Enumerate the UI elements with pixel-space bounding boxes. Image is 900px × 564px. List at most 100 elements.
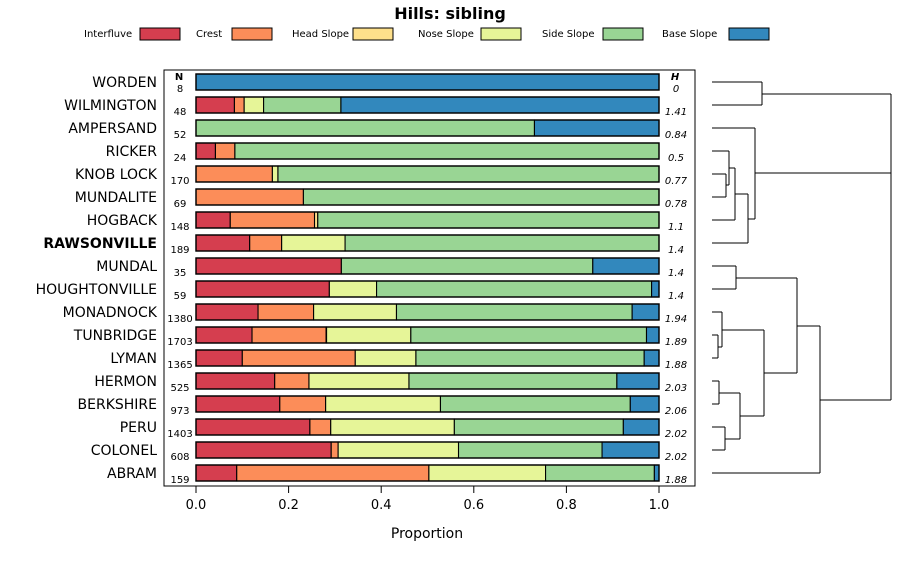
bar-outline-monadnock <box>195 303 660 321</box>
bar-segment-wilmington-nose-slope <box>243 96 265 114</box>
bar-segment-berkshire-crest <box>279 395 327 413</box>
x-tick-label-3: 0.6 <box>463 498 484 513</box>
dendrogram-branch-monadnock-hermon-group <box>722 329 765 417</box>
x-tick-label-0: 0.0 <box>186 498 207 513</box>
bar-segment-berkshire-interfluve <box>195 395 281 413</box>
bar-segment-mundalite-crest <box>195 188 304 206</box>
bar-row-knob-lock: KNOB LOCK 170 0.77 <box>75 165 688 187</box>
bar-outline-rawsonville <box>195 234 660 252</box>
n-value-worden: 8 <box>177 84 183 95</box>
bar-segment-monadnock-base-slope <box>631 303 660 321</box>
n-value-rawsonville: 189 <box>170 245 189 256</box>
dendrogram-branch-hogback <box>712 167 736 221</box>
h-value-hermon: 2.03 <box>665 383 687 394</box>
h-value-lyman: 1.88 <box>665 360 687 371</box>
bar-segment-monadnock-interfluve <box>195 303 259 321</box>
bar-row-rawsonville: RAWSONVILLE 189 1.4 <box>43 234 684 256</box>
bar-segment-lyman-base-slope <box>643 349 660 367</box>
bar-segment-tunbridge-nose-slope <box>326 326 412 344</box>
bar-segment-hogback-side-slope <box>317 211 660 229</box>
h-value-abram: 1.88 <box>665 475 687 486</box>
legend-label-base-slope: Base Slope <box>662 29 717 40</box>
bar-segment-ricker-crest <box>214 142 236 160</box>
category-label-abram: ABRAM <box>107 466 157 482</box>
bar-segment-tunbridge-interfluve <box>195 326 253 344</box>
bar-segment-rawsonville-side-slope <box>344 234 660 252</box>
bar-segment-peru-nose-slope <box>330 418 455 436</box>
bar-segment-lyman-crest <box>241 349 356 367</box>
bar-segment-hermon-base-slope <box>616 372 660 390</box>
h-value-hogback: 1.1 <box>668 222 684 233</box>
bar-segment-hermon-nose-slope <box>308 372 410 390</box>
bar-outline-abram <box>195 464 660 482</box>
category-label-mundalite: MUNDALITE <box>75 190 157 206</box>
bar-segment-houghtonville-interfluve <box>195 280 330 298</box>
bar-segment-berkshire-base-slope <box>629 395 660 413</box>
bar-row-ampersand: AMPERSAND 52 0.84 <box>68 119 687 141</box>
chart-title: Hills: sibling <box>394 4 506 23</box>
legend-swatch-crest <box>231 27 273 41</box>
bar-segment-colonel-side-slope <box>457 441 603 459</box>
category-label-worden: WORDEN <box>92 75 157 91</box>
n-value-mundalite: 69 <box>174 199 187 210</box>
category-label-rawsonville: RAWSONVILLE <box>43 236 157 252</box>
legend-swatch-nose-slope <box>480 27 522 41</box>
bar-segment-tunbridge-side-slope <box>410 326 648 344</box>
bar-segment-mundalite-side-slope <box>302 188 660 206</box>
bar-segment-abram-interfluve <box>195 464 238 482</box>
bar-outline-hermon <box>195 372 660 390</box>
bar-segment-hogback-interfluve <box>195 211 231 229</box>
n-value-hogback: 148 <box>170 222 189 233</box>
n-value-peru: 1403 <box>167 429 192 440</box>
bar-segment-rawsonville-crest <box>249 234 283 252</box>
bar-segment-peru-base-slope <box>622 418 660 436</box>
bar-outline-colonel <box>195 441 660 459</box>
bar-segment-ricker-side-slope <box>234 142 660 160</box>
bar-segment-houghtonville-side-slope <box>376 280 653 298</box>
n-value-tunbridge: 1703 <box>167 337 192 348</box>
bar-row-lyman: LYMAN 1365 1.88 <box>110 349 687 371</box>
bar-outline-hogback <box>195 211 660 229</box>
bar-segment-colonel-crest <box>330 441 339 459</box>
dendrogram-branch-hermon-berkshire <box>712 380 720 405</box>
bar-outline-wilmington <box>195 96 660 114</box>
n-value-monadnock: 1380 <box>167 314 192 325</box>
bar-segment-monadnock-crest <box>257 303 315 321</box>
h-value-tunbridge: 1.89 <box>665 337 687 348</box>
bar-segment-mundal-base-slope <box>592 257 660 275</box>
dendrogram-branch-abram <box>712 325 821 474</box>
bar-outline-mundal <box>195 257 660 275</box>
legend-label-side-slope: Side Slope <box>542 29 595 40</box>
bar-outline-ampersand <box>195 119 660 137</box>
x-axis: 0.0 0.2 0.4 0.6 0.8 1.0 <box>186 486 669 513</box>
dendrogram-branch-worden-wilmington <box>712 81 763 106</box>
n-value-berkshire: 973 <box>170 406 189 417</box>
dendrogram-branch-rawsonville <box>712 193 749 244</box>
bar-segment-monadnock-side-slope <box>395 303 633 321</box>
bar-segment-mundal-interfluve <box>195 257 342 275</box>
bar-row-mundal: MUNDAL 35 1.4 <box>96 257 684 279</box>
bar-row-worden: WORDEN 8 0 <box>92 73 679 95</box>
bar-segment-knob-lock-side-slope <box>277 165 660 183</box>
dendrogram-branch-mundal-houghtonville <box>712 265 737 290</box>
bar-row-mundalite: MUNDALITE 69 0.78 <box>75 188 687 210</box>
bar-segment-abram-nose-slope <box>428 464 547 482</box>
bar-segment-monadnock-nose-slope <box>313 303 398 321</box>
bar-segment-berkshire-side-slope <box>439 395 631 413</box>
bar-segment-hogback-crest <box>229 211 316 229</box>
legend-label-nose-slope: Nose Slope <box>418 29 474 40</box>
n-value-colonel: 608 <box>170 452 189 463</box>
n-value-mundal: 35 <box>174 268 187 279</box>
bar-outline-peru <box>195 418 660 436</box>
h-value-ricker: 0.5 <box>668 153 684 164</box>
bar-segment-wilmington-crest <box>233 96 245 114</box>
legend-label-interfluve: Interfluve <box>84 29 132 40</box>
x-tick-label-1: 0.2 <box>278 498 299 513</box>
h-value-colonel: 2.02 <box>665 452 687 463</box>
h-value-wilmington: 1.41 <box>665 107 687 118</box>
plot-frame <box>163 69 696 487</box>
bar-segment-mundal-side-slope <box>340 257 594 275</box>
